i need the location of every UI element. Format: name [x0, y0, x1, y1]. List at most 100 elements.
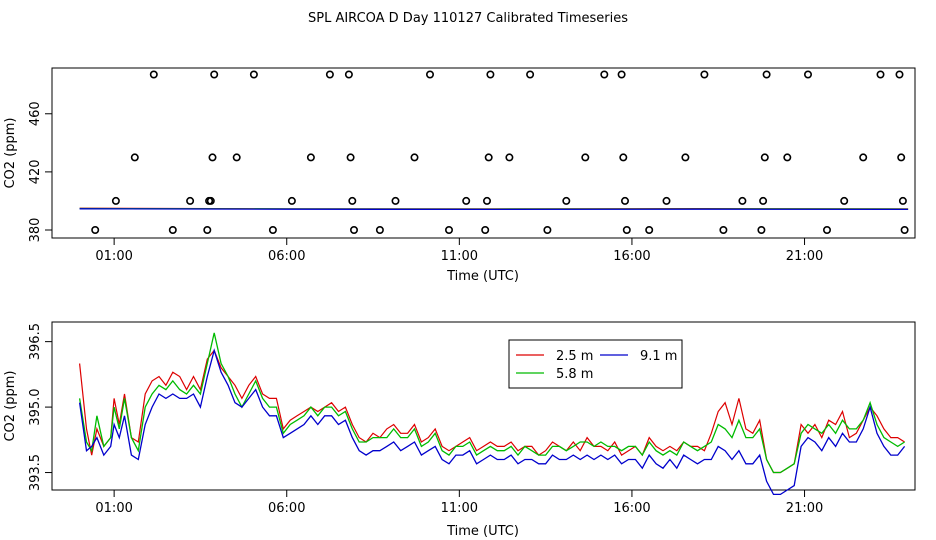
- data-point-marker: [391, 196, 400, 205]
- bottom-axis-ticks: 01:00 06:00 11:00 16:00 21:00 393.5 395.0 396.5: [28, 323, 823, 516]
- legend: 2.5 m 5.8 m 9.1 m: [508, 339, 683, 389]
- data-point-marker: [210, 70, 219, 79]
- data-point-marker: [876, 70, 885, 79]
- data-point-marker: [149, 70, 158, 79]
- bottom-series-lines: [78, 332, 906, 496]
- data-point-marker: [897, 153, 906, 162]
- data-point-marker: [287, 196, 296, 205]
- top-plot-frame: [51, 67, 916, 239]
- data-point-marker: [759, 196, 768, 205]
- data-point-marker: [762, 70, 771, 79]
- data-point-marker: [581, 153, 590, 162]
- data-point-marker: [719, 226, 728, 235]
- top-x-tick-label: 06:00: [268, 249, 305, 264]
- data-point-marker: [898, 196, 907, 205]
- data-point-marker: [738, 196, 747, 205]
- bottom-x-tick-label: 11:00: [441, 501, 478, 516]
- top-series-9-1-m: [79, 208, 909, 211]
- data-point-marker: [232, 153, 241, 162]
- bottom-y-tick-label: 396.5: [28, 323, 43, 360]
- data-point-marker: [783, 153, 792, 162]
- data-point-marker: [859, 153, 868, 162]
- data-point-marker: [168, 226, 177, 235]
- data-point-marker: [203, 226, 212, 235]
- data-point-marker: [662, 196, 671, 205]
- bottom-x-tick-label: 06:00: [268, 501, 305, 516]
- bottom-series-2-5-m: [79, 349, 905, 474]
- bottom-plot-frame: [51, 321, 916, 491]
- top-y-tick-label: 380: [28, 218, 43, 243]
- top-x-tick-label: 11:00: [441, 249, 478, 264]
- top-x-tick-label: 01:00: [95, 249, 132, 264]
- data-point-marker: [617, 70, 626, 79]
- data-point-marker: [484, 153, 493, 162]
- bottom-series-5-8-m: [78, 332, 905, 474]
- data-point-marker: [462, 196, 471, 205]
- data-point-marker: [757, 226, 766, 235]
- data-point-marker: [375, 226, 384, 235]
- data-point-marker: [186, 196, 195, 205]
- data-point-marker: [543, 226, 552, 235]
- data-point-marker: [700, 70, 709, 79]
- bottom-x-tick-label: 16:00: [613, 501, 650, 516]
- bottom-y-tick-label: 395.0: [28, 388, 43, 425]
- data-point-marker: [760, 153, 769, 162]
- data-point-marker: [425, 70, 434, 79]
- data-point-marker: [349, 226, 358, 235]
- data-point-marker: [526, 70, 535, 79]
- data-point-marker: [444, 226, 453, 235]
- data-point-marker: [803, 70, 812, 79]
- data-point-marker: [348, 196, 357, 205]
- data-point-marker: [600, 70, 609, 79]
- top-y-tick-label: 460: [28, 101, 43, 126]
- data-point-marker: [325, 70, 334, 79]
- data-point-marker: [900, 226, 909, 235]
- bottom-x-tick-label: 01:00: [95, 501, 132, 516]
- top-x-tick-label: 21:00: [786, 249, 823, 264]
- top-series-lines: [79, 207, 909, 211]
- data-point-marker: [645, 226, 654, 235]
- data-point-marker: [344, 70, 353, 79]
- top-x-axis-label: Time (UTC): [446, 269, 519, 284]
- bottom-y-tick-label: 393.5: [28, 454, 43, 491]
- top-point-markers: [91, 70, 909, 235]
- chart-title: SPL AIRCOA D Day 110127 Calibrated Times…: [308, 11, 628, 26]
- data-point-marker: [482, 196, 491, 205]
- data-point-marker: [620, 196, 629, 205]
- data-point-marker: [822, 226, 831, 235]
- data-point-marker: [622, 226, 631, 235]
- data-point-marker: [249, 70, 258, 79]
- top-x-tick-label: 16:00: [613, 249, 650, 264]
- data-point-marker: [681, 153, 690, 162]
- data-point-marker: [505, 153, 514, 162]
- data-point-marker: [206, 196, 215, 205]
- data-point-marker: [619, 153, 628, 162]
- data-point-marker: [840, 196, 849, 205]
- bottom-x-tick-label: 21:00: [786, 501, 823, 516]
- legend-label-2-5m: 2.5 m: [556, 349, 593, 364]
- legend-box: [508, 339, 683, 389]
- bottom-panel: Time (UTC) CO2 (ppm) 01:00 06:00 11:00 16:0…: [3, 321, 916, 539]
- legend-label-5-8m: 5.8 m: [556, 367, 593, 382]
- data-point-marker: [410, 153, 419, 162]
- bottom-series-9-1-m: [78, 348, 906, 496]
- data-point-marker: [130, 153, 139, 162]
- bottom-y-axis-label: CO2 (ppm): [3, 370, 18, 441]
- data-point-marker: [208, 153, 217, 162]
- data-point-marker: [346, 153, 355, 162]
- data-point-marker: [306, 153, 315, 162]
- data-point-marker: [481, 226, 490, 235]
- data-point-marker: [111, 196, 120, 205]
- data-point-marker: [895, 70, 904, 79]
- data-point-marker: [486, 70, 495, 79]
- bottom-x-axis-label: Time (UTC): [446, 524, 519, 539]
- top-axis-ticks: 01:00 06:00 11:00 16:00 21:00 380 420 460: [28, 101, 823, 264]
- data-point-marker: [91, 226, 100, 235]
- legend-label-9-1m: 9.1 m: [640, 349, 677, 364]
- top-y-tick-label: 420: [28, 159, 43, 184]
- top-panel: Time (UTC) CO2 (ppm) 01:00 06:00 11:00 16:0…: [3, 67, 916, 284]
- data-point-marker: [562, 196, 571, 205]
- top-y-axis-label: CO2 (ppm): [3, 117, 18, 188]
- data-point-marker: [268, 226, 277, 235]
